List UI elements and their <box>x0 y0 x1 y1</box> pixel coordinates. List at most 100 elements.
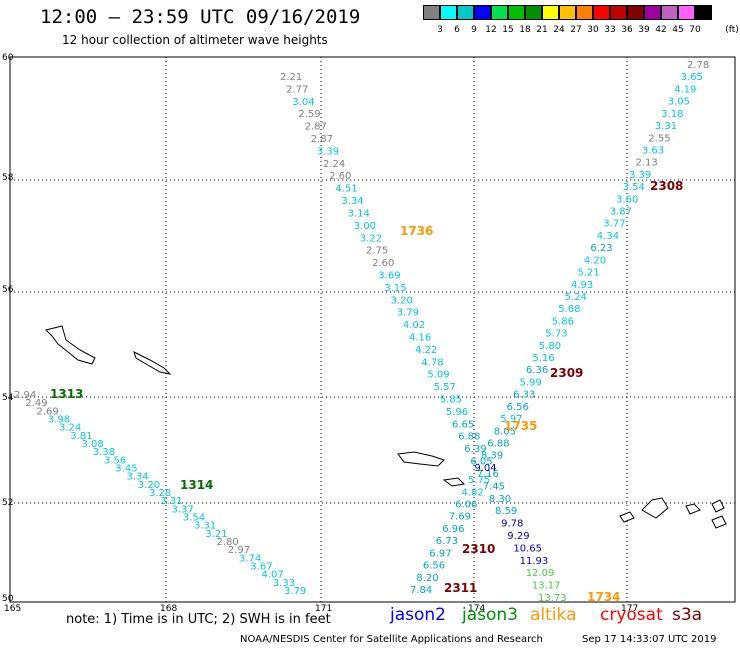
wave-height-value: 3.34 <box>127 472 149 483</box>
wave-height-value: 7.69 <box>449 512 471 523</box>
wave-height-value: 13.17 <box>532 581 561 592</box>
credit-line: NOAA/NESDIS Center for Satellite Applica… <box>240 634 543 645</box>
scale-swatch <box>423 5 440 20</box>
wave-height-value: 6.73 <box>436 536 458 547</box>
wave-height-value: 3.67 <box>250 562 272 573</box>
pass-time-marker: 1735 <box>504 419 537 433</box>
map-subtitle: 12 hour collection of altimeter wave hei… <box>62 33 328 47</box>
scale-swatch <box>542 5 559 20</box>
scale-label: 24 <box>553 25 565 35</box>
wave-height-value: 3.08 <box>82 439 104 450</box>
scale-label: 27 <box>570 25 582 35</box>
wave-height-value: 3.14 <box>348 209 370 220</box>
scale-swatch <box>440 5 457 20</box>
wave-height-value: 5.97 <box>500 414 522 425</box>
legend-altika: altika <box>530 605 577 625</box>
wave-height-value: 2.80 <box>217 537 239 548</box>
wave-height-value: 5.68 <box>558 304 580 315</box>
wave-height-value: 3.74 <box>239 553 261 564</box>
map-title: 12:00 – 23:59 UTC 09/16/2019 <box>40 6 361 28</box>
longitude-label: 177 <box>621 604 638 614</box>
scale-swatch <box>627 5 644 20</box>
wave-height-value: 6.39 <box>464 444 486 455</box>
wave-height-value: 8.20 <box>416 573 438 584</box>
wave-height-value: 5.24 <box>565 292 587 303</box>
islet-east-2 <box>619 511 635 523</box>
wave-height-value: 5.57 <box>434 382 456 393</box>
wave-height-value: 3.45 <box>115 464 137 475</box>
wave-height-value: 3.31 <box>655 121 677 132</box>
scale-swatch <box>678 5 695 20</box>
wave-height-value: 3.81 <box>70 431 92 442</box>
scale-swatch <box>610 5 627 20</box>
footer-note: note: 1) Time is in UTC; 2) SWH is in fe… <box>66 612 331 627</box>
wave-height-value: 8.59 <box>495 506 517 517</box>
wave-height-value: 2.94 <box>14 390 36 401</box>
wave-height-value: 6.36 <box>526 365 548 376</box>
wave-height-value: 2.69 <box>37 406 59 417</box>
wave-height-value: 6.23 <box>590 243 612 254</box>
scale-swatch <box>644 5 661 20</box>
wave-height-value: 5.21 <box>578 268 600 279</box>
scale-swatch <box>695 5 712 20</box>
islet-east-4 <box>711 499 725 513</box>
wave-height-value: 5.96 <box>446 407 468 418</box>
scale-label: 30 <box>587 25 599 35</box>
latitude-label: 60 <box>2 53 14 63</box>
legend-s3a: s3a <box>672 605 703 625</box>
wave-height-value: 3.79 <box>397 308 419 319</box>
latitude-label: 56 <box>2 285 14 295</box>
longitude-label: 168 <box>160 604 177 614</box>
wave-height-value: 2.24 <box>323 159 345 170</box>
scale-swatch <box>576 5 593 20</box>
wave-height-value: 2.75 <box>366 246 388 257</box>
wave-height-value: 3.31 <box>160 496 182 507</box>
scale-label: 70 <box>689 25 701 35</box>
wave-height-value: 2.55 <box>648 133 670 144</box>
wave-height-value: 7.45 <box>483 481 505 492</box>
wave-height-value: 3.56 <box>104 455 126 466</box>
wave-height-value: 3.38 <box>93 447 115 458</box>
scale-label: 21 <box>536 25 548 35</box>
wave-height-value: 4.78 <box>421 357 443 368</box>
scale-label: 18 <box>519 25 531 35</box>
wave-height-value: 4.22 <box>415 345 437 356</box>
wave-height-value: 4.93 <box>571 280 593 291</box>
scale-label: 33 <box>604 25 616 35</box>
wave-height-value: 3.79 <box>284 586 306 597</box>
wave-height-value: 3.77 <box>603 219 625 230</box>
wave-height-value: 5.75 <box>468 475 490 486</box>
generated-timestamp: Sep 17 14:33:07 UTC 2019 <box>582 634 717 645</box>
scale-swatch <box>593 5 610 20</box>
wave-height-value: 3.39 <box>629 170 651 181</box>
wave-height-value: 3.37 <box>172 504 194 515</box>
wave-height-value: 6.05 <box>470 457 492 468</box>
wave-height-value: 3.34 <box>341 196 363 207</box>
wave-height-value: 4.02 <box>403 320 425 331</box>
scale-swatch <box>559 5 576 20</box>
wave-height-value: 5.86 <box>552 316 574 327</box>
wave-height-value: 2.60 <box>372 258 394 269</box>
wave-height-value: 6.96 <box>442 524 464 535</box>
pass-time-marker: 1736 <box>400 224 433 238</box>
wave-height-value: 2.78 <box>687 60 709 71</box>
wave-height-value: 3.69 <box>378 271 400 282</box>
wave-height-value: 2.21 <box>280 72 302 83</box>
wave-height-value: 3.87 <box>610 207 632 218</box>
scale-swatch <box>491 5 508 20</box>
wave-height-value: 2.49 <box>25 398 47 409</box>
wave-height-value: 13.73 <box>538 593 567 604</box>
wave-height-value: 4.16 <box>409 333 431 344</box>
altimeter-tracks: 2.942.492.693.983.243.813.083.383.563.45… <box>14 60 709 604</box>
scale-swatch <box>661 5 678 20</box>
wave-height-value: 6.33 <box>513 390 535 401</box>
pass-time-marker: 2309 <box>550 366 583 380</box>
latitude-label: 50 <box>2 594 14 604</box>
wave-height-value: 4.07 <box>262 570 284 581</box>
wave-height-value: 3.20 <box>391 295 413 306</box>
latitude-label: 52 <box>2 498 13 508</box>
wave-height-value: 8.05 <box>494 426 516 437</box>
scale-label: 6 <box>454 25 460 35</box>
